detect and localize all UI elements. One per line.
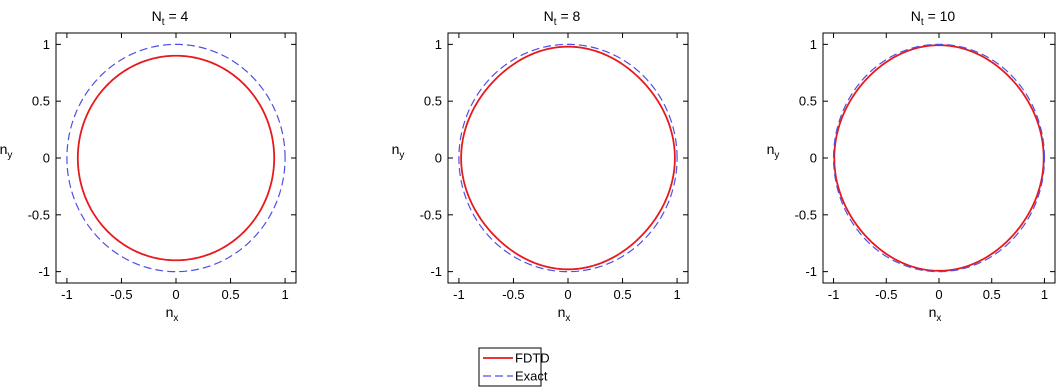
plot-panel-3: -1 -0.5 0 0.5 1 -1 -0.5 0 0.5 1 Nt = 10 nx ny <box>767 8 1056 324</box>
legend-label-exact: Exact <box>515 369 548 384</box>
y-tick-label: 0 <box>810 151 817 166</box>
plot-title: Nt = 8 <box>544 8 581 28</box>
plot-frame <box>447 32 689 284</box>
y-tick-label: 0.5 <box>799 94 817 109</box>
y-axis-label: ny <box>392 141 405 161</box>
y-tick-label: 0.5 <box>424 94 442 109</box>
x-tick-label: -0.5 <box>875 287 897 302</box>
x-axis-label: nx <box>166 304 179 324</box>
x-tick-label: -0.5 <box>502 287 524 302</box>
y-tick-label: 1 <box>810 37 817 52</box>
series-fdtd-curve <box>76 54 276 262</box>
legend: FDTD Exact <box>478 347 550 387</box>
x-axis-label: nx <box>929 304 942 324</box>
y-tick-label: -0.5 <box>795 207 817 222</box>
y-tick-label: -1 <box>38 264 50 279</box>
x-tick-label: 0 <box>935 287 942 302</box>
y-tick-label: 0.5 <box>32 94 50 109</box>
x-tick-label: 1 <box>281 287 288 302</box>
y-tick-label: 0 <box>435 151 442 166</box>
plot-frame <box>55 32 297 284</box>
y-tick-label: 1 <box>43 37 50 52</box>
x-tick-label: -1 <box>828 287 840 302</box>
y-axis-label: ny <box>767 141 780 161</box>
x-tick-label: 1 <box>673 287 680 302</box>
x-tick-label: 1 <box>1041 287 1048 302</box>
x-axis-label: nx <box>558 304 571 324</box>
x-tick-label: 0.5 <box>983 287 1001 302</box>
series-fdtd-curve <box>460 45 676 271</box>
x-tick-label: -0.5 <box>110 287 132 302</box>
series-exact-curve <box>832 43 1046 273</box>
plot-title: Nt = 4 <box>152 8 189 28</box>
y-tick-label: 1 <box>435 37 442 52</box>
y-tick-label: -1 <box>805 264 817 279</box>
plot-panel-1: -1 -0.5 0 0.5 1 -1 -0.5 0 0.5 1 Nt = 4 nx ny <box>0 8 297 324</box>
x-tick-label: 0 <box>564 287 571 302</box>
series-fdtd-curve <box>833 44 1045 272</box>
x-tick-label: 0.5 <box>222 287 240 302</box>
y-tick-label: 0 <box>43 151 50 166</box>
plot-title: Nt = 10 <box>911 8 956 28</box>
series-exact-curve <box>458 43 678 273</box>
x-tick-label: 0 <box>172 287 179 302</box>
legend-label-fdtd: FDTD <box>515 351 550 366</box>
y-tick-label: -0.5 <box>420 207 442 222</box>
series-exact-curve <box>66 43 286 273</box>
x-tick-label: 0.5 <box>614 287 632 302</box>
y-tick-label: -1 <box>430 264 442 279</box>
x-tick-label: -1 <box>61 287 73 302</box>
plot-panel-2: -1 -0.5 0 0.5 1 -1 -0.5 0 0.5 1 Nt = 8 nx ny <box>392 8 689 324</box>
legend-box <box>478 347 542 387</box>
plot-frame <box>822 32 1056 284</box>
y-tick-label: -0.5 <box>28 207 50 222</box>
y-axis-label: ny <box>0 141 12 161</box>
x-tick-label: -1 <box>453 287 465 302</box>
